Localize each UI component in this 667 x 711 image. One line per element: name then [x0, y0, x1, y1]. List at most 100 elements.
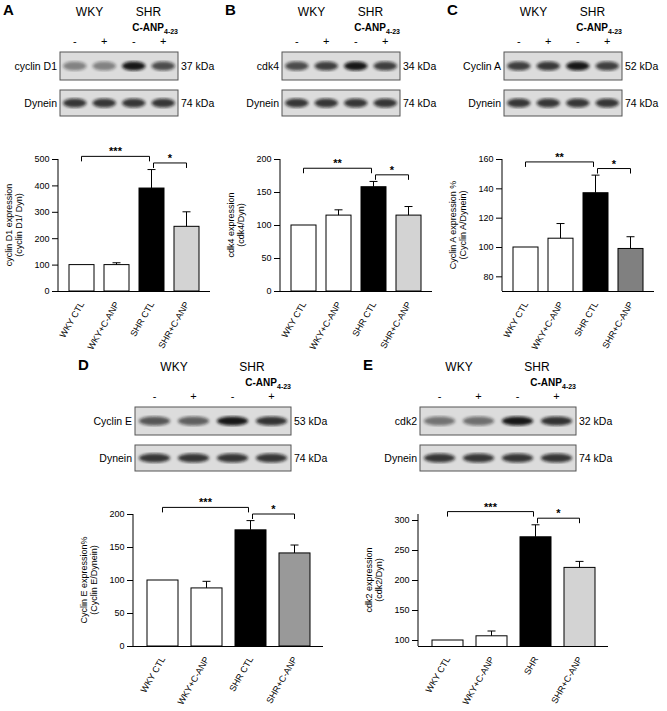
svg-text:SHR+C-ANP: SHR+C-ANP [378, 300, 413, 350]
svg-text:WKY+C-ANP: WKY+C-ANP [530, 300, 566, 352]
svg-text:C-ANP4-23: C-ANP4-23 [132, 22, 178, 35]
svg-text:*: * [612, 158, 617, 170]
svg-text:WKY CTL: WKY CTL [502, 300, 531, 340]
svg-text:+: + [190, 390, 196, 402]
svg-text:+: + [382, 35, 388, 47]
svg-text:SHR: SHR [522, 655, 540, 677]
svg-text:WKY+C-ANP: WKY+C-ANP [461, 655, 497, 707]
svg-text:50: 50 [261, 253, 271, 263]
svg-text:SHR+C-ANP: SHR+C-ANP [600, 300, 635, 350]
svg-text:+: + [268, 390, 274, 402]
svg-text:SHR: SHR [358, 5, 384, 19]
svg-text:140: 140 [478, 184, 493, 194]
svg-text:300: 300 [34, 207, 49, 217]
svg-text:Dynein: Dynein [468, 97, 501, 109]
svg-text:Dynein: Dynein [24, 97, 57, 109]
svg-text:cdk2: cdk2 [395, 415, 417, 427]
svg-text:+: + [475, 390, 481, 402]
svg-text:D: D [78, 356, 89, 373]
svg-text:200: 200 [109, 509, 124, 519]
svg-text:Cyclin E expression%(Cyclin E/: Cyclin E expression%(Cyclin E/Dynein) [79, 536, 99, 623]
svg-text:100: 100 [478, 242, 493, 252]
svg-text:WKY: WKY [160, 360, 187, 374]
svg-text:**: ** [333, 157, 342, 169]
svg-text:Cyclin A expression %(Cyclin A: Cyclin A expression %(Cyclin A/Dynein) [448, 181, 468, 270]
svg-text:100: 100 [394, 635, 409, 645]
svg-text:400: 400 [34, 181, 49, 191]
svg-text:*: * [390, 164, 395, 176]
svg-text:***: *** [109, 145, 123, 157]
svg-text:74 kDa: 74 kDa [625, 97, 658, 109]
svg-text:*: * [168, 152, 173, 164]
svg-text:-: - [438, 390, 442, 402]
svg-text:-: - [516, 390, 520, 402]
svg-text:80: 80 [483, 272, 493, 282]
svg-text:*: * [271, 503, 276, 515]
svg-text:A: A [3, 1, 14, 18]
svg-text:Cyclin A: Cyclin A [463, 60, 501, 72]
svg-text:74 kDa: 74 kDa [294, 452, 327, 464]
svg-text:WKY+C-ANP: WKY+C-ANP [308, 300, 344, 352]
svg-text:WKY: WKY [298, 5, 325, 19]
svg-text:150: 150 [256, 187, 271, 197]
svg-text:SHR CTL: SHR CTL [227, 655, 255, 693]
svg-text:-: - [295, 35, 299, 47]
svg-text:**: ** [555, 151, 564, 163]
svg-text:WKY: WKY [520, 5, 547, 19]
svg-text:C-ANP4-23: C-ANP4-23 [530, 377, 576, 390]
svg-text:+: + [553, 390, 559, 402]
svg-text:cdk2 expression(cdk2/Dyn): cdk2 expression(cdk2/Dyn) [364, 547, 384, 612]
svg-text:50: 50 [114, 608, 124, 618]
svg-text:160: 160 [478, 154, 493, 164]
svg-text:WKY+C-ANP: WKY+C-ANP [176, 655, 212, 707]
svg-text:0: 0 [44, 286, 49, 296]
svg-text:WKY: WKY [76, 5, 103, 19]
svg-text:74 kDa: 74 kDa [181, 97, 214, 109]
svg-text:C-ANP4-23: C-ANP4-23 [354, 22, 400, 35]
svg-text:-: - [231, 390, 235, 402]
svg-text:500: 500 [34, 154, 49, 164]
svg-text:WKY: WKY [445, 360, 472, 374]
svg-text:SHR CTL: SHR CTL [128, 300, 156, 338]
svg-text:E: E [363, 356, 373, 373]
svg-text:SHR: SHR [239, 360, 265, 374]
svg-text:-: - [153, 390, 157, 402]
svg-text:C-ANP4-23: C-ANP4-23 [576, 22, 622, 35]
svg-text:WKY CTL: WKY CTL [139, 655, 168, 695]
svg-text:74 kDa: 74 kDa [579, 452, 612, 464]
svg-text:cyclin D1: cyclin D1 [14, 60, 57, 72]
svg-text:250: 250 [394, 545, 409, 555]
svg-text:SHR+C-ANP: SHR+C-ANP [156, 300, 191, 350]
svg-text:100: 100 [109, 575, 124, 585]
svg-text:+: + [101, 35, 107, 47]
svg-text:Cyclin E: Cyclin E [93, 415, 132, 427]
svg-text:WKY CTL: WKY CTL [58, 300, 87, 340]
svg-text:37 kDa: 37 kDa [181, 60, 214, 72]
svg-text:***: *** [484, 501, 498, 513]
svg-text:SHR: SHR [136, 5, 162, 19]
svg-text:SHR CTL: SHR CTL [350, 300, 378, 338]
svg-text:0: 0 [266, 286, 271, 296]
svg-text:*: * [556, 507, 561, 519]
svg-text:+: + [604, 35, 610, 47]
svg-text:74 kDa: 74 kDa [403, 97, 436, 109]
svg-text:SHR: SHR [524, 360, 550, 374]
svg-text:53 kDa: 53 kDa [294, 415, 327, 427]
svg-text:Dynein: Dynein [99, 452, 132, 464]
svg-text:SHR+C-ANP: SHR+C-ANP [264, 655, 299, 705]
svg-text:200: 200 [256, 154, 271, 164]
svg-text:cdk4: cdk4 [257, 60, 279, 72]
svg-text:SHR: SHR [580, 5, 606, 19]
svg-text:32 kDa: 32 kDa [579, 415, 612, 427]
svg-text:120: 120 [478, 213, 493, 223]
svg-text:-: - [132, 35, 136, 47]
svg-text:WKY+C-ANP: WKY+C-ANP [86, 300, 122, 352]
svg-text:B: B [225, 1, 236, 18]
svg-text:C: C [447, 1, 458, 18]
svg-text:C-ANP4-23: C-ANP4-23 [245, 377, 291, 390]
svg-text:-: - [576, 35, 580, 47]
svg-text:300: 300 [394, 515, 409, 525]
svg-text:150: 150 [394, 605, 409, 615]
svg-text:+: + [323, 35, 329, 47]
svg-text:WKY CTL: WKY CTL [424, 655, 453, 695]
